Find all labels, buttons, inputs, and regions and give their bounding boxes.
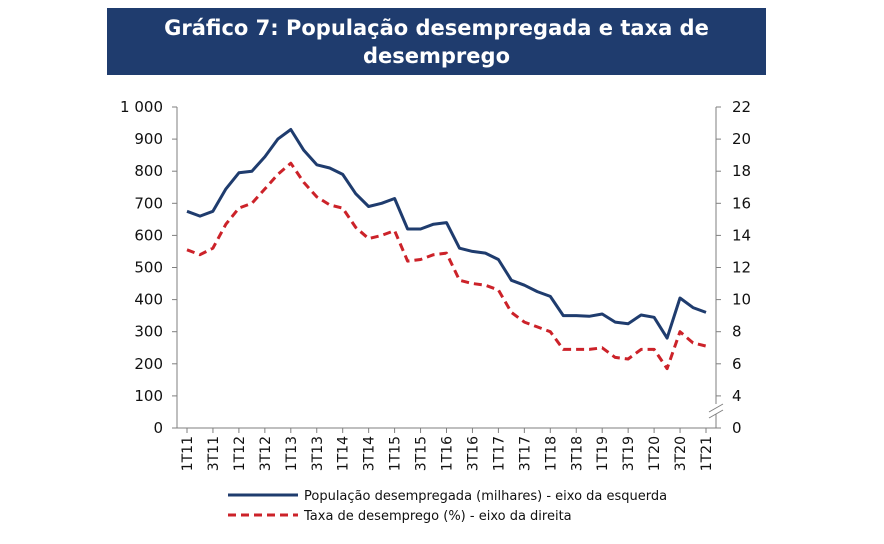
left-tick-label: 200 <box>134 355 163 373</box>
x-tick-label: 3T11 <box>206 436 222 471</box>
series-line-populacao <box>186 128 707 340</box>
x-tick-label: 1T15 <box>388 436 404 471</box>
axis-break-line <box>708 409 724 419</box>
right-tick-label: 12 <box>732 259 751 277</box>
x-tick-label: 1T13 <box>284 436 300 471</box>
left-tick-label: 700 <box>134 194 163 212</box>
right-tick-label: 14 <box>732 226 751 244</box>
chart-title-banner: Gráfico 7: População desempregada e taxa… <box>107 8 766 75</box>
chart-title: Gráfico 7: População desempregada e taxa… <box>164 15 709 68</box>
axis-break-line <box>708 403 724 413</box>
right-tick-label: 10 <box>732 291 751 309</box>
x-tick-label: 3T19 <box>621 436 637 471</box>
right-tick-label: 4 <box>732 387 742 405</box>
left-tick-label: 900 <box>134 130 163 148</box>
right-tick-label: 6 <box>732 355 742 373</box>
right-tick-label: 0 <box>732 419 742 437</box>
x-tick-label: 1T17 <box>491 436 507 471</box>
legend: População desempregada (milhares) - eixo… <box>228 489 667 524</box>
axis-break-mark <box>708 403 724 419</box>
x-tick-label: 1T18 <box>543 436 559 471</box>
x-tick-label: 3T18 <box>569 436 585 471</box>
x-tick-label: 3T12 <box>258 436 274 471</box>
series-layer <box>186 128 707 371</box>
left-tick-label: 300 <box>134 323 163 341</box>
x-tick-label: 1T11 <box>180 436 196 471</box>
left-tick-label: 1 000 <box>120 98 163 116</box>
axes: 0 100 200 300 400 500 600 700 800 900 1 000 0 4 6 8 10 1… <box>120 98 751 471</box>
left-tick-label: 800 <box>134 162 163 180</box>
x-tick-label: 3T20 <box>673 436 689 471</box>
x-tick-label: 3T17 <box>517 436 533 471</box>
left-tick-label: 500 <box>134 259 163 277</box>
right-tick-label: 16 <box>732 194 751 212</box>
left-tick-label: 600 <box>134 226 163 244</box>
x-tick-label: 1T21 <box>699 436 715 471</box>
x-tick-label: 1T16 <box>440 436 456 471</box>
x-tick-label: 3T15 <box>414 436 430 471</box>
x-tick-label: 1T14 <box>336 436 352 471</box>
right-tick-label: 18 <box>732 162 751 180</box>
x-tick-label: 3T13 <box>310 436 326 471</box>
series-line-taxa <box>186 161 707 371</box>
axis-break-gap <box>709 404 723 414</box>
x-tick-label: 1T19 <box>595 436 611 471</box>
x-tick-label: 3T16 <box>465 436 481 471</box>
x-tick-label: 1T20 <box>647 436 663 471</box>
left-tick-label: 100 <box>134 387 163 405</box>
right-tick-label: 20 <box>732 130 751 148</box>
left-tick-label: 400 <box>134 291 163 309</box>
right-tick-label: 8 <box>732 323 742 341</box>
legend-label: Taxa de desemprego (%) - eixo da direita <box>303 509 572 524</box>
x-tick-label: 1T12 <box>232 436 248 471</box>
legend-label: População desempregada (milhares) - eixo… <box>304 489 667 504</box>
right-tick-label: 22 <box>732 98 751 116</box>
left-tick-label: 0 <box>153 419 163 437</box>
x-tick-label: 3T14 <box>362 436 378 471</box>
